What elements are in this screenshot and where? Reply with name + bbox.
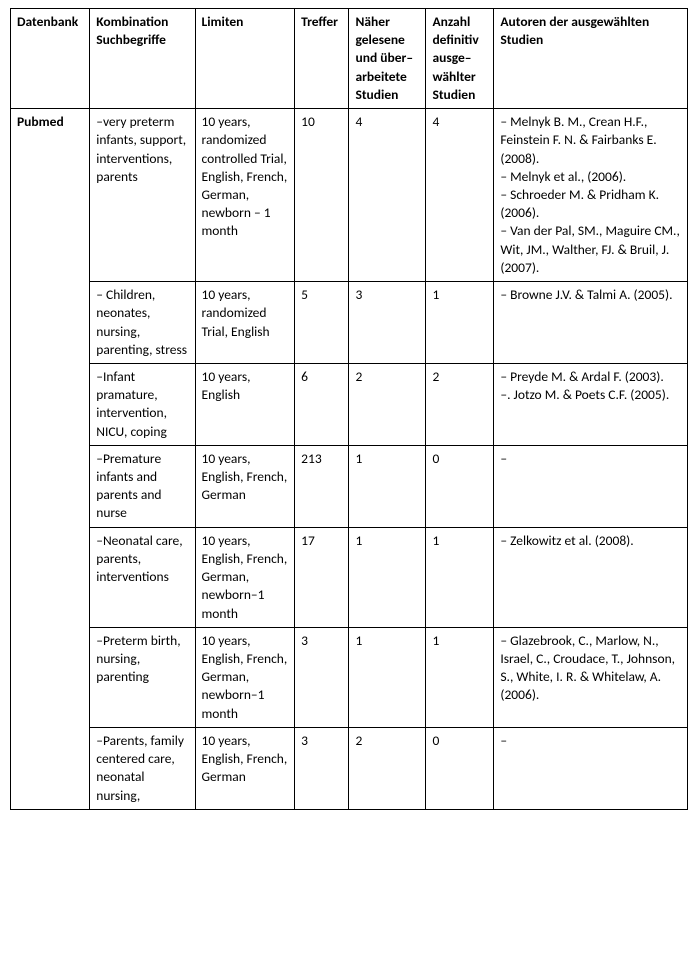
cell-autoren: – Preyde M. & Ardal F. (2003). –. Jotzo … (494, 363, 688, 445)
cell-anzahl: 2 (426, 363, 494, 445)
header-row: Datenbank Kombination Suchbegriffe Limit… (11, 9, 688, 109)
cell-limiten: 10 years, English, French, German (195, 445, 295, 527)
header-treffer: Treffer (295, 9, 349, 109)
cell-autoren: – Glazebrook, C., Marlow, N., Israel, C.… (494, 627, 688, 727)
cell-treffer: 10 (295, 109, 349, 282)
cell-treffer: 3 (295, 627, 349, 727)
header-limiten: Limiten (195, 9, 295, 109)
cell-limiten: 10 years, English, French, German, newbo… (195, 527, 295, 627)
cell-anzahl: 1 (426, 527, 494, 627)
header-datenbank: Datenbank (11, 9, 90, 109)
cell-treffer: 6 (295, 363, 349, 445)
cell-autoren: – (494, 727, 688, 809)
cell-treffer: 17 (295, 527, 349, 627)
table-row: – Children, neonates, nursing, parenting… (11, 282, 688, 364)
table-row: –Neonatal care, parents, interventions10… (11, 527, 688, 627)
cell-treffer: 213 (295, 445, 349, 527)
cell-anzahl: 1 (426, 282, 494, 364)
table-row: –Infant pramature, intervention, NICU, c… (11, 363, 688, 445)
cell-naeher: 1 (349, 627, 426, 727)
header-autoren: Autoren der ausgewählten Studien (494, 9, 688, 109)
table-row: –Parents, family centered care, neonatal… (11, 727, 688, 809)
cell-limiten: 10 years, English, French, German (195, 727, 295, 809)
cell-naeher: 4 (349, 109, 426, 282)
cell-kombination: –very preterm infants, support, interven… (90, 109, 195, 282)
cell-treffer: 3 (295, 727, 349, 809)
cell-autoren: – Zelkowitz et al. (2008). (494, 527, 688, 627)
table-row: –Premature infants and parents and nurse… (11, 445, 688, 527)
search-results-table: Datenbank Kombination Suchbegriffe Limit… (10, 8, 688, 810)
table-body: Pubmed–very preterm infants, support, in… (11, 109, 688, 810)
cell-kombination: – Children, neonates, nursing, parenting… (90, 282, 195, 364)
cell-autoren: – (494, 445, 688, 527)
cell-limiten: 10 years, English (195, 363, 295, 445)
cell-kombination: –Neonatal care, parents, interventions (90, 527, 195, 627)
cell-treffer: 5 (295, 282, 349, 364)
cell-anzahl: 4 (426, 109, 494, 282)
table-row: –Preterm birth, nursing, parenting10 yea… (11, 627, 688, 727)
header-anzahl: Anzahl definitiv ausge–wählter Studien (426, 9, 494, 109)
cell-naeher: 1 (349, 445, 426, 527)
cell-database: Pubmed (11, 109, 90, 810)
cell-limiten: 10 years, English, French, German, newbo… (195, 627, 295, 727)
cell-kombination: –Infant pramature, intervention, NICU, c… (90, 363, 195, 445)
cell-kombination: –Parents, family centered care, neonatal… (90, 727, 195, 809)
table-row: Pubmed–very preterm infants, support, in… (11, 109, 688, 282)
cell-anzahl: 0 (426, 445, 494, 527)
cell-autoren: – Melnyk B. M., Crean H.F., Feinstein F.… (494, 109, 688, 282)
cell-naeher: 1 (349, 527, 426, 627)
cell-kombination: –Premature infants and parents and nurse (90, 445, 195, 527)
header-kombination: Kombination Suchbegriffe (90, 9, 195, 109)
cell-autoren: – Browne J.V. & Talmi A. (2005). (494, 282, 688, 364)
cell-anzahl: 1 (426, 627, 494, 727)
cell-naeher: 3 (349, 282, 426, 364)
cell-naeher: 2 (349, 363, 426, 445)
cell-kombination: –Preterm birth, nursing, parenting (90, 627, 195, 727)
cell-anzahl: 0 (426, 727, 494, 809)
cell-limiten: 10 years, randomized Trial, English (195, 282, 295, 364)
header-naeher: Näher gelesene und über–arbeitete Studie… (349, 9, 426, 109)
cell-limiten: 10 years, randomized controlled Trial, E… (195, 109, 295, 282)
cell-naeher: 2 (349, 727, 426, 809)
